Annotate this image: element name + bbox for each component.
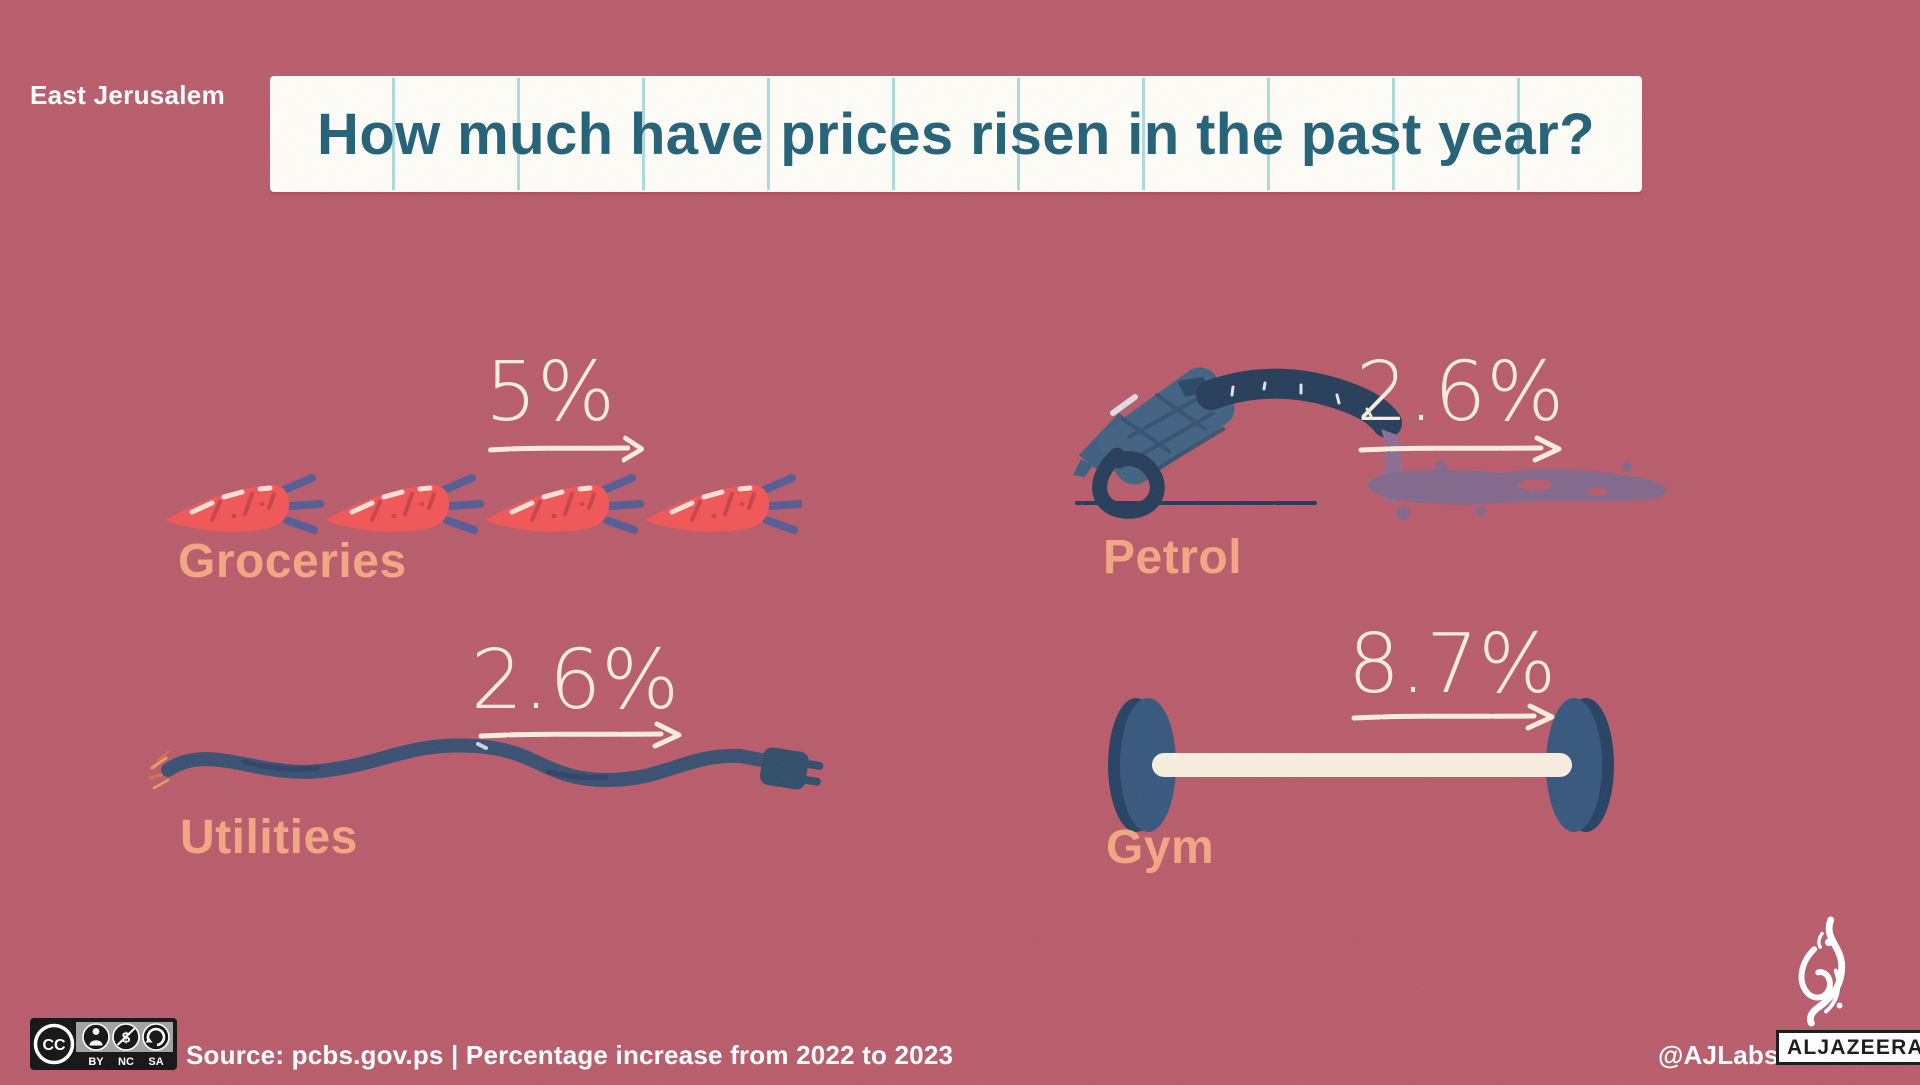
cc-icon: CC <box>33 1023 75 1065</box>
nc-icon: $ <box>112 1023 140 1051</box>
page-title: How much have prices risen in the past y… <box>317 101 1595 167</box>
by-icon <box>82 1023 110 1051</box>
svg-text:CC: CC <box>42 1037 66 1054</box>
utilities-value: 2.6% <box>470 633 680 728</box>
gym-value: 8.7% <box>1347 617 1557 712</box>
title-banner: How much have prices risen in the past y… <box>270 76 1642 192</box>
petrol-value: 2.6% <box>1355 345 1565 440</box>
source-text: Source: pcbs.gov.ps | Percentage increas… <box>186 1040 954 1070</box>
svg-text:SA: SA <box>148 1056 163 1068</box>
gym-label: Gym <box>1106 821 1215 874</box>
utilities-label: Utilities <box>180 811 358 864</box>
ajlabs-credit: @AJLabs <box>1658 1040 1779 1070</box>
sa-icon <box>142 1023 170 1051</box>
increase-arrow-icon <box>1351 703 1555 731</box>
petrol-label: Petrol <box>1103 531 1243 584</box>
aljazeera-flame-logo-icon <box>1798 916 1846 1027</box>
increase-arrow-icon <box>478 721 682 749</box>
increase-arrow-icon <box>1358 435 1562 463</box>
svg-text:BY: BY <box>88 1056 104 1068</box>
region-label: East Jerusalem <box>30 80 225 110</box>
increase-arrow-icon <box>488 435 644 463</box>
groceries-value: 5% <box>484 345 616 440</box>
groceries-label: Groceries <box>178 535 407 588</box>
cc-license-badge: CC $ BY NC SA <box>30 1018 177 1070</box>
svg-text:NC: NC <box>118 1056 134 1068</box>
aljazeera-wordmark: ALJAZEERA <box>1776 1030 1920 1066</box>
